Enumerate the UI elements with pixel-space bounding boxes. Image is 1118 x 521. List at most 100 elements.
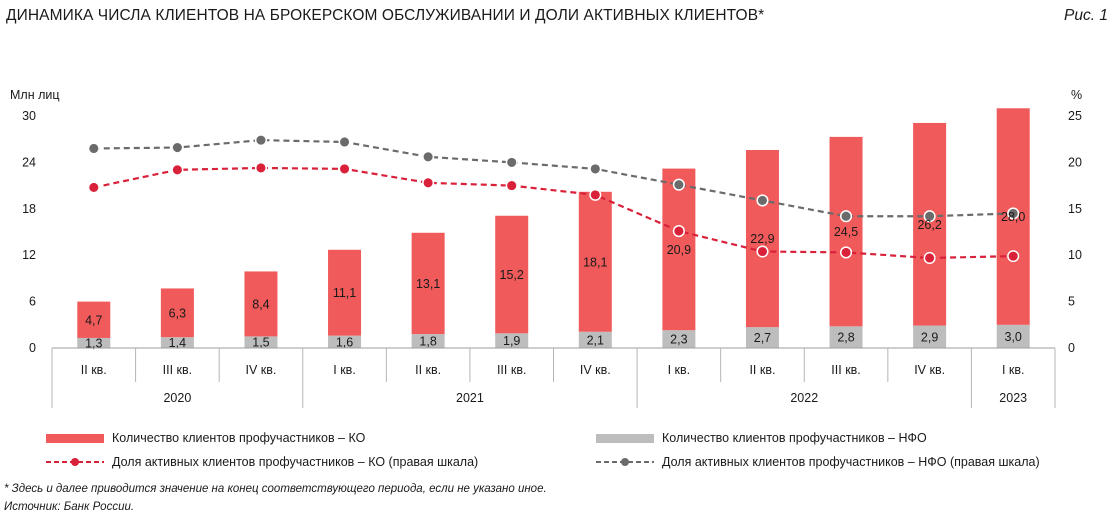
point-nfo-share (505, 156, 518, 169)
point-nfo-share (589, 162, 602, 175)
left-tick-label: 18 (22, 202, 36, 216)
legend-swatch-ko-line (46, 458, 104, 466)
right-tick-label: 25 (1068, 109, 1082, 123)
category-label: III кв. (497, 363, 526, 377)
point-nfo-share (1007, 207, 1020, 220)
bar-ko (745, 150, 779, 328)
bar-ko-label: 4,7 (85, 313, 102, 327)
point-nfo-share (923, 210, 936, 223)
bar-ko (328, 249, 362, 336)
legend-item-nfo-line: Доля активных клиентов профучастников – … (596, 455, 1040, 469)
point-ko-share (505, 179, 518, 192)
figure-label: Рис. 1 (1064, 7, 1108, 24)
legend-item-ko-bars: Количество клиентов профучастников – КО (46, 431, 365, 445)
category-label: IV кв. (914, 363, 945, 377)
bar-nfo-label: 1,8 (419, 335, 436, 349)
left-tick-label: 6 (29, 295, 36, 309)
bar-ko (411, 232, 445, 335)
point-nfo-share (756, 194, 769, 207)
bar-ko (829, 136, 863, 327)
bar-nfo (160, 337, 194, 348)
bar-nfo (77, 337, 111, 348)
bar-ko-label: 13,1 (416, 277, 440, 291)
bar-nfo (662, 330, 696, 348)
legend-swatch-nfo-bars (596, 433, 654, 443)
point-nfo-share (422, 150, 435, 163)
bar-nfo-label: 2,8 (837, 331, 854, 345)
point-ko-share (171, 163, 184, 176)
category-label: III кв. (163, 363, 192, 377)
bar-ko-label: 24,5 (834, 225, 858, 239)
bar-ko (244, 271, 278, 337)
bar-ko-label: 15,2 (500, 268, 524, 282)
category-label: IV кв. (580, 363, 611, 377)
legend-item-ko-line: Доля активных клиентов профучастников – … (46, 455, 478, 469)
bar-nfo (829, 326, 863, 348)
bar-ko (662, 168, 696, 331)
bar-nfo-label: 1,9 (503, 334, 520, 348)
legend-item-nfo-bars: Количество клиентов профучастников – НФО (596, 431, 927, 445)
footnote: * Здесь и далее приводится значение на к… (4, 483, 547, 495)
left-tick-label: 30 (22, 109, 36, 123)
legend-swatch-ko-bars (46, 433, 104, 443)
point-ko-share (422, 176, 435, 189)
category-label: II кв. (415, 363, 441, 377)
point-ko-share (672, 225, 685, 238)
bar-nfo-label: 1,3 (85, 336, 102, 350)
left-tick-label: 12 (22, 248, 36, 262)
bar-nfo-label: 3,0 (1005, 330, 1022, 344)
point-ko-share (338, 162, 351, 175)
right-tick-label: 10 (1068, 248, 1082, 262)
bar-ko-label: 26,2 (917, 218, 941, 232)
bar-nfo-label: 2,9 (921, 330, 938, 344)
bar-nfo-label: 2,1 (587, 333, 604, 347)
category-label: I кв. (668, 363, 691, 377)
chart-title: ДИНАМИКА ЧИСЛА КЛИЕНТОВ НА БРОКЕРСКОМ ОБ… (6, 7, 765, 24)
point-nfo-share (254, 134, 268, 147)
point-ko-share (923, 251, 936, 265)
bar-ko (495, 215, 529, 334)
legend-label-ko-line: Доля активных клиентов профучастников – … (112, 455, 479, 469)
bar-ko-label: 20,9 (667, 243, 691, 257)
bar-nfo (745, 327, 779, 348)
bar-nfo (996, 324, 1030, 348)
bar-nfo-label: 1,5 (252, 336, 269, 350)
point-ko-share (756, 245, 769, 258)
category-label: II кв. (81, 363, 107, 377)
point-nfo-share (171, 141, 184, 154)
bar-nfo (913, 325, 947, 348)
left-axis-title: Млн лиц (10, 88, 60, 102)
category-label: I кв. (333, 363, 356, 377)
bar-ko-label: 22,9 (750, 232, 774, 246)
bar-nfo (578, 331, 612, 348)
right-tick-label: 5 (1068, 295, 1075, 309)
bar-ko-label: 8,4 (252, 297, 269, 311)
point-nfo-share (672, 178, 685, 191)
legend-label-ko-bars: Количество клиентов профучастников – КО (112, 431, 366, 445)
bar-nfo (244, 336, 278, 348)
bar-nfo-label: 2,7 (754, 331, 771, 345)
bar-nfo-label: 2,3 (670, 333, 687, 347)
legend-swatch-nfo-line (596, 458, 654, 466)
point-nfo-share (87, 142, 100, 155)
point-ko-share (839, 246, 853, 259)
category-label: III кв. (831, 363, 860, 377)
point-ko-share (589, 188, 602, 201)
point-nfo-share (839, 210, 853, 223)
legend-label-nfo-bars: Количество клиентов профучастников – НФО (662, 431, 927, 445)
bar-nfo (411, 334, 445, 348)
right-tick-label: 20 (1068, 155, 1082, 169)
category-label: II кв. (749, 363, 775, 377)
year-label: 2023 (999, 391, 1027, 405)
category-label: I кв. (1002, 363, 1025, 377)
year-label: 2021 (456, 391, 484, 405)
legend-label-nfo-line: Доля активных клиентов профучастников – … (662, 455, 1040, 469)
point-ko-share (87, 181, 100, 194)
bar-ko (77, 301, 111, 338)
line-nfo-share (93, 139, 1014, 218)
bar-nfo (328, 335, 362, 348)
point-nfo-share (338, 135, 351, 149)
source-note: Источник: Банк России. (4, 501, 135, 513)
point-ko-share (1007, 250, 1020, 263)
